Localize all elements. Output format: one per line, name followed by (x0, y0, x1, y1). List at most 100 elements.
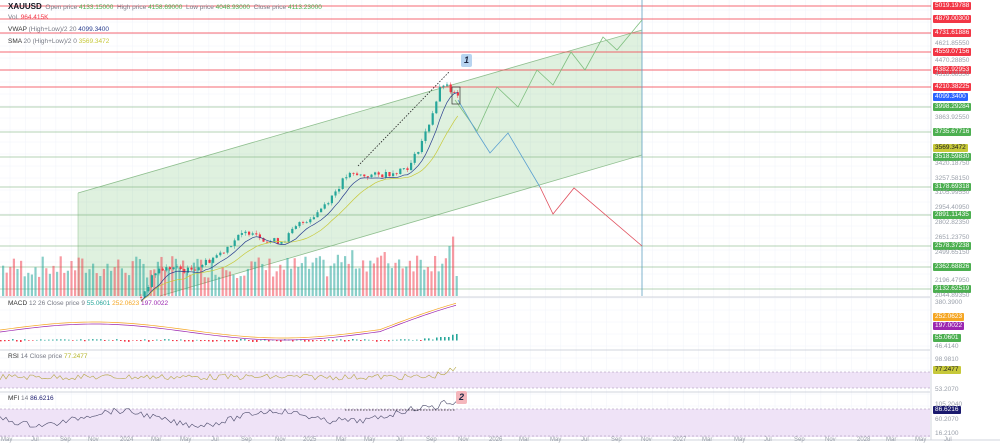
candle-body (204, 259, 207, 265)
macd-histogram-bar (52, 339, 54, 341)
candle-body (338, 188, 341, 192)
volume-bar (405, 266, 408, 296)
macd-histogram-bar (380, 340, 382, 341)
annotation-label-2[interactable]: 2 (456, 391, 467, 404)
indicator_axis-label: 380.3900 (935, 299, 963, 306)
volume-bar (455, 276, 458, 296)
symbol-name[interactable]: XAUUSD (8, 2, 42, 11)
macd-legend[interactable]: MACD 12 26 Close price 9 55.0601 252.062… (8, 300, 169, 307)
volume-bar (185, 272, 188, 296)
time-axis-label: Mar (886, 437, 897, 443)
macd-histogram-bar (444, 337, 446, 341)
sma-legend[interactable]: SMA 20 (High+Low)/2 0 3569.3472 (8, 38, 110, 45)
volume-bar (38, 276, 41, 296)
volume-bar (66, 270, 69, 296)
macd-histogram-bar (220, 339, 222, 341)
volume-bar (149, 270, 152, 296)
macd-histogram-bar (12, 339, 14, 341)
candle-body (172, 267, 175, 270)
candle-body (453, 92, 456, 93)
volume-bar (9, 266, 12, 296)
macd-histogram-bar (88, 339, 90, 341)
vwap-line (140, 92, 458, 301)
candle-body (330, 195, 333, 204)
volume-bar (434, 255, 437, 296)
channel-upper-line (77, 29, 643, 194)
volume-bar (254, 261, 257, 296)
volume-bar (12, 258, 15, 296)
macd-histogram-bar (20, 340, 22, 342)
macd-histogram-bar (332, 340, 334, 342)
macd-histogram-bar (84, 340, 86, 342)
candle-body (190, 267, 193, 270)
volume-bar (84, 272, 87, 296)
indicator_axis-label: 105.2040 (935, 401, 963, 408)
price_axis-label: 2132.62519 (933, 285, 972, 293)
volume-bar (5, 272, 8, 296)
time-axis-label: 2026 (489, 437, 503, 443)
volume-bar (351, 250, 354, 296)
indicator_axis-label: 77.2477 (933, 366, 961, 374)
time-axis-label: May (550, 437, 562, 443)
candle-body (294, 226, 297, 229)
volume-bar (52, 265, 55, 296)
macd-histogram-bar (184, 340, 186, 342)
candle-body (179, 266, 182, 270)
volume-bar (358, 268, 361, 296)
macd-histogram-bar (404, 339, 406, 341)
price_axis-label: 2499.65150 (935, 249, 970, 256)
time-axis-label: 2027 (673, 437, 687, 443)
neutral-projection-path (457, 99, 541, 188)
macd-histogram-bar (324, 340, 326, 342)
candle-body (348, 172, 351, 178)
volume-bar (203, 277, 206, 296)
candle-body (183, 269, 186, 273)
indicator_axis-label: 98.9810 (935, 356, 959, 363)
macd-histogram-bar (216, 340, 218, 342)
volume-bar (88, 269, 91, 296)
macd-histogram-bar (108, 339, 110, 341)
macd-histogram-bar (260, 339, 262, 341)
indicator_axis-label: 60.2070 (935, 416, 959, 423)
mfi-legend[interactable]: MFI 14 86.6216 (8, 395, 54, 402)
candle-body (413, 153, 416, 163)
vwap-legend[interactable]: VWAP (High+Low)/2 20 4099.3400 (8, 26, 110, 33)
macd-histogram-bar (192, 340, 194, 342)
time-axis-label: Nov (275, 437, 286, 443)
volume-bar (311, 262, 314, 296)
macd-histogram-bar (452, 334, 454, 341)
rsi-legend[interactable]: RSI 14 Close price 77.2477 (8, 353, 88, 360)
macd-histogram-bar (104, 340, 106, 341)
time-axis-label: Nov (458, 437, 469, 443)
macd-histogram-bar (392, 339, 394, 341)
candle-body (323, 204, 326, 209)
macd-histogram-bar (440, 337, 442, 341)
candle-body (302, 222, 305, 223)
macd-histogram-bar (328, 339, 330, 341)
time-axis-label: Jul (764, 437, 772, 443)
volume-bar (124, 272, 127, 296)
volume-bar (74, 270, 77, 296)
annotation-label-1[interactable]: 1 (461, 54, 472, 67)
volume-bar (261, 263, 264, 296)
volume-bar (380, 255, 383, 296)
volume-bar (142, 263, 145, 296)
volume-bar (56, 271, 59, 296)
highlight-box (451, 86, 461, 105)
macd-histogram-bar (424, 338, 426, 341)
volume-bar (333, 263, 336, 296)
price_axis-label: 4382.92953 (933, 66, 972, 74)
candle-body (341, 178, 344, 189)
candle-body (345, 177, 348, 179)
candle-body (399, 168, 402, 174)
indicator_axis-label: 46.4140 (935, 343, 959, 350)
volume-bar (336, 254, 339, 296)
candle-body (456, 92, 459, 96)
time-axis-label: May (180, 437, 192, 443)
candle-body (420, 140, 423, 153)
candle-body (334, 191, 337, 196)
volume-bar (383, 252, 386, 296)
price_axis-label: 2196.47950 (935, 277, 970, 284)
macd-histogram-bar (432, 339, 434, 341)
